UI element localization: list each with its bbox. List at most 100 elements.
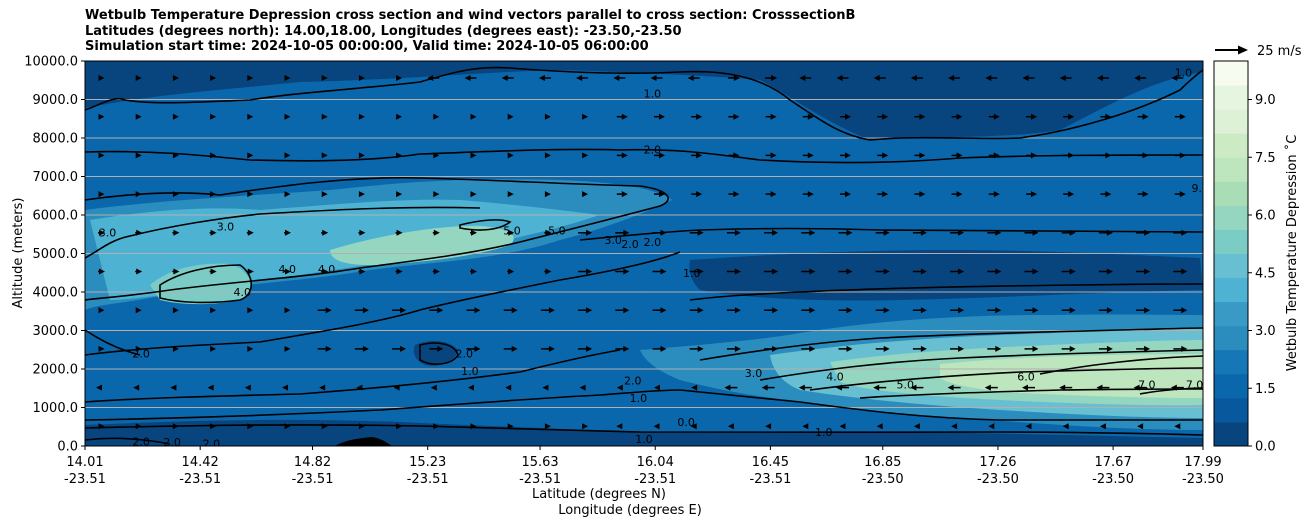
x-tick-label-longitude: -23.51 [749,472,791,487]
contour-label: 7.0 [1138,378,1156,391]
wind-vector-arrow [801,345,816,352]
contour-line-11 [85,349,621,403]
contour-line-4 [459,219,512,231]
wind-vector-head-icon [207,384,214,391]
x-tick-label-latitude: 16.45 [752,455,789,470]
wind-vector-head-icon [507,423,514,430]
wind-vector-head-icon [576,75,583,81]
wind-vector-arrow [98,152,105,159]
wind-vector-head-icon [1181,268,1188,275]
wind-vector-head-icon [956,191,963,198]
contour-line-7 [689,283,1203,301]
wind-vector-arrow [727,423,734,430]
wind-vector-arrow [396,75,403,81]
wind-vector-head-icon [544,152,551,159]
wind-vector-head-icon [247,191,254,198]
wind-vector-head-icon [1069,307,1076,314]
wind-vector-arrow [433,152,440,159]
wind-vector-head-icon [988,423,995,430]
wind-vector-arrow [1063,191,1075,198]
wind-vector-arrow [1170,384,1184,391]
wind-vector-arrow [1098,268,1113,275]
wind-vector-arrow [135,423,142,430]
wind-vector-arrow [1022,384,1035,391]
wind-vector-head-icon [1170,384,1177,391]
wind-vector-arrow [1100,191,1112,198]
wind-vector-head-icon [247,307,254,314]
wind-vector-arrow [356,384,363,391]
wind-vector-arrow [984,384,998,391]
contour-label: 1.0 [630,392,648,405]
contour-line-8 [85,251,681,356]
wind-vector-head-icon [172,191,179,198]
wind-vector-arrow [284,75,291,81]
wind-vector-head-icon [623,307,630,314]
x-tick-label-latitude: 15.23 [409,455,446,470]
wind-vector-head-icon [210,307,217,314]
wind-vector-arrow [988,113,1000,120]
wind-vector-head-icon [1069,268,1076,275]
wind-vector-head-icon [505,384,512,391]
wind-vector-arrow [319,384,326,391]
wind-vector-head-icon [920,229,927,236]
wind-vector-arrow [1174,423,1181,430]
wind-vector-head-icon [727,423,734,430]
wind-vector-arrow [396,152,403,159]
wind-vector-head-icon [284,307,291,314]
wind-vector-arrow [1137,191,1149,198]
wind-vector-head-icon [845,191,851,198]
wind-vector-head-icon [771,75,778,81]
wind-vector-head-icon [958,307,965,314]
wind-vector-head-icon [1142,191,1149,198]
wind-vector-arrow [913,423,920,430]
wind-vector-head-icon [1062,423,1069,430]
wind-vector-head-icon [433,191,440,198]
wind-vector-arrow [726,345,741,352]
wind-vector-arrow [873,384,887,391]
wind-vector-head-icon [984,384,991,391]
wind-vector-head-icon [873,75,880,81]
colorbar-band [1214,109,1248,134]
wind-vector-arrow [396,113,403,120]
wind-vector-arrow [1136,229,1151,236]
wind-vector-arrow [914,191,926,198]
wind-vector-arrow [1173,345,1188,352]
colorbar-tick-label: 0.0 [1255,440,1276,455]
wind-vector-head-icon [839,423,846,430]
wind-vector-arrow [172,113,179,120]
wind-vector-head-icon [697,307,704,314]
wind-vector-arrow [503,345,518,352]
wind-vector-arrow [358,75,365,81]
wind-vector-head-icon [951,423,958,430]
wind-vector-arrow [244,384,251,391]
wind-vector-head-icon [724,384,731,391]
wind-vector-head-icon [770,191,777,198]
wind-vector-arrow [801,307,816,314]
x-tick-label-latitude: 17.99 [1184,455,1221,470]
wind-vector-head-icon [586,307,593,314]
contour-label: 4.0 [234,286,252,299]
wind-vector-head-icon [621,152,628,159]
wind-vector-head-icon [396,75,403,81]
wind-vector-head-icon [1144,229,1151,236]
wind-vector-arrow [172,152,179,159]
wind-vector-arrow [1171,75,1184,81]
wind-vector-arrow [468,384,474,391]
wind-vector-head-icon [508,268,515,275]
wind-vector-head-icon [809,345,816,352]
wind-vector-head-icon [733,152,740,159]
wind-vector-arrow [839,423,846,430]
colorbar-band [1214,85,1248,110]
wind-vector-arrow [470,423,477,430]
wind-vector-head-icon [697,268,704,275]
wind-vector-arrow [876,423,883,430]
wind-vector-head-icon [433,229,440,236]
wind-vector-arrow [840,152,851,159]
wind-vector-head-icon [882,152,889,159]
wind-vector-head-icon [508,229,515,236]
wind-vector-head-icon [1025,423,1032,430]
wind-vector-head-icon [579,384,586,391]
wind-vector-head-icon [359,268,366,275]
wind-vector-head-icon [356,384,363,391]
wind-vector-head-icon [210,113,217,120]
